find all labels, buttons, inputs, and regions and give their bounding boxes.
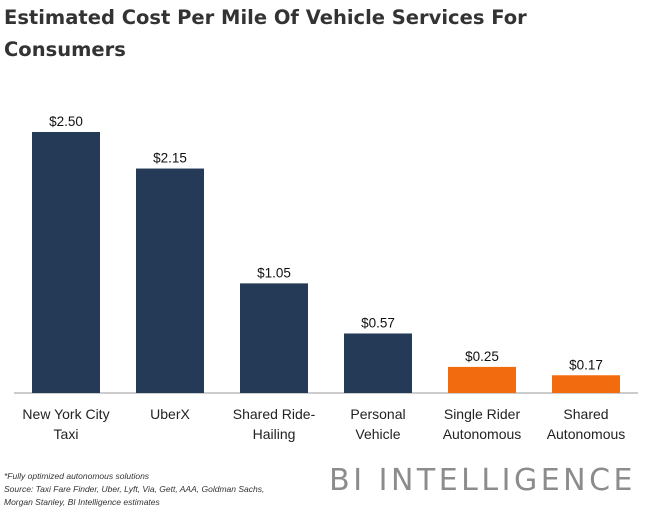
brand-logo-text: BI INTELLIGENCE bbox=[329, 463, 636, 498]
bar-value-label: $2.50 bbox=[49, 114, 83, 129]
category-label: Single Rider Autonomous bbox=[443, 406, 522, 442]
footnote-note: *Fully optimized autonomous solutions bbox=[4, 471, 150, 481]
bar-value-label: $1.05 bbox=[257, 265, 291, 280]
bar-value-label: $0.57 bbox=[361, 315, 395, 330]
category-label: Shared Ride-Hailing bbox=[233, 406, 316, 442]
category-label: New York City Taxi bbox=[22, 406, 109, 442]
bar bbox=[344, 333, 412, 393]
category-label: Personal Vehicle bbox=[350, 406, 405, 442]
bar-value-label: $0.25 bbox=[465, 349, 499, 364]
category-label: Shared Autonomous bbox=[547, 406, 626, 442]
bar-chart: $2.50 New York City Taxi $2.15 UberX $1.05 Sha… bbox=[14, 114, 638, 442]
category-label: UberX bbox=[150, 406, 190, 422]
footnote: *Fully optimized autonomous solutions So… bbox=[4, 470, 304, 509]
bar bbox=[448, 366, 516, 393]
bar bbox=[552, 375, 620, 393]
bar bbox=[32, 132, 100, 393]
footnote-source-line-1: Source: Taxi Fare Finder, Uber, Lyft, Vi… bbox=[4, 484, 265, 494]
footnote-source-line-2: Morgan Stanley, BI Intelligence estimate… bbox=[4, 497, 160, 507]
bar-value-label: $0.17 bbox=[569, 357, 603, 372]
bar-value-label: $2.15 bbox=[153, 151, 187, 166]
bar bbox=[136, 168, 204, 393]
chart-title: Estimated Cost Per Mile Of Vehicle Servi… bbox=[4, 6, 527, 61]
bar bbox=[240, 283, 308, 393]
